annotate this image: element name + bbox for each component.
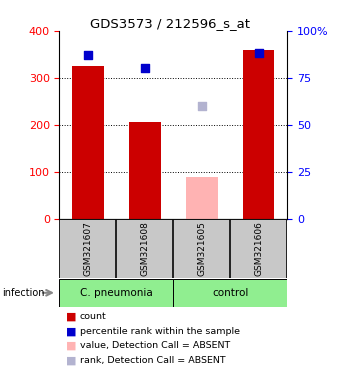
Bar bbox=[72, 66, 104, 219]
Bar bbox=[129, 122, 160, 219]
Text: ■: ■ bbox=[66, 326, 77, 336]
Bar bbox=[243, 50, 274, 219]
Point bbox=[142, 65, 148, 71]
Text: C. pneumonia: C. pneumonia bbox=[80, 288, 153, 298]
Bar bbox=[173, 219, 228, 278]
Bar bbox=[231, 219, 286, 278]
Bar bbox=[59, 219, 115, 278]
Point bbox=[256, 50, 261, 56]
Bar bbox=[173, 279, 287, 306]
Text: GDS3573 / 212596_s_at: GDS3573 / 212596_s_at bbox=[90, 17, 250, 30]
Bar bbox=[59, 279, 173, 306]
Text: ■: ■ bbox=[66, 356, 77, 366]
Point bbox=[199, 103, 205, 109]
Text: rank, Detection Call = ABSENT: rank, Detection Call = ABSENT bbox=[80, 356, 225, 365]
Text: value, Detection Call = ABSENT: value, Detection Call = ABSENT bbox=[80, 341, 230, 351]
Bar bbox=[116, 219, 172, 278]
Text: GSM321605: GSM321605 bbox=[198, 221, 206, 276]
Text: infection: infection bbox=[2, 288, 44, 298]
Text: GSM321607: GSM321607 bbox=[84, 221, 92, 276]
Bar bbox=[186, 177, 218, 219]
Text: ■: ■ bbox=[66, 341, 77, 351]
Text: ■: ■ bbox=[66, 312, 77, 322]
Text: GSM321606: GSM321606 bbox=[254, 221, 263, 276]
Text: GSM321608: GSM321608 bbox=[140, 221, 149, 276]
Text: count: count bbox=[80, 312, 107, 321]
Point bbox=[85, 52, 91, 58]
Text: control: control bbox=[212, 288, 249, 298]
Text: percentile rank within the sample: percentile rank within the sample bbox=[80, 327, 240, 336]
